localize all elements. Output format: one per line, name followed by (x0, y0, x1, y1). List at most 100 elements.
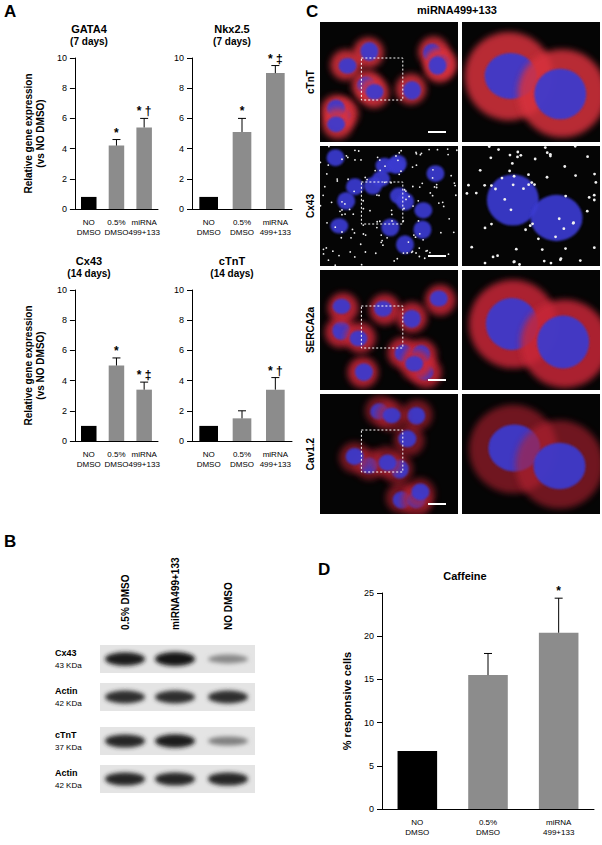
svg-text:(vs NO DMSO): (vs NO DMSO) (35, 99, 46, 167)
svg-text:*: * (114, 126, 119, 140)
svg-text:Actin: Actin (55, 686, 78, 696)
svg-text:*: * (114, 344, 119, 358)
svg-text:0.5%: 0.5% (107, 218, 125, 227)
svg-text:Cx43: Cx43 (305, 194, 316, 218)
svg-text:5: 5 (369, 761, 374, 771)
svg-text:42 KDa: 42 KDa (55, 781, 82, 790)
svg-text:0.5%: 0.5% (107, 450, 125, 459)
svg-text:* †: * † (137, 104, 152, 118)
svg-text:miRNA: miRNA (546, 818, 572, 827)
svg-text:miRNA: miRNA (263, 450, 289, 459)
svg-text:8: 8 (62, 83, 67, 93)
svg-text:10: 10 (174, 53, 184, 63)
svg-text:Cx43: Cx43 (55, 648, 77, 658)
svg-text:Cx43: Cx43 (76, 255, 102, 267)
svg-text:6: 6 (62, 113, 67, 123)
svg-text:10: 10 (364, 718, 374, 728)
svg-text:Actin: Actin (55, 768, 78, 778)
svg-text:8: 8 (62, 315, 67, 325)
svg-text:6: 6 (179, 113, 184, 123)
svg-text:15: 15 (364, 674, 374, 684)
svg-text:NO: NO (83, 218, 95, 227)
svg-text:* ‡: * ‡ (137, 368, 152, 382)
svg-text:0: 0 (62, 436, 67, 446)
svg-text:miRNA: miRNA (131, 218, 157, 227)
svg-text:499+133: 499+133 (128, 460, 160, 469)
svg-text:* †: * † (268, 364, 283, 378)
svg-text:2: 2 (179, 406, 184, 416)
svg-text:10: 10 (174, 285, 184, 295)
svg-text:SERCA2a: SERCA2a (305, 307, 316, 354)
svg-text:499+133: 499+133 (543, 828, 575, 837)
svg-text:DMSO: DMSO (197, 460, 221, 469)
svg-text:DMSO: DMSO (104, 460, 128, 469)
svg-text:DMSO: DMSO (197, 228, 221, 237)
svg-text:(7 days): (7 days) (70, 36, 108, 47)
svg-text:499+133: 499+133 (260, 228, 292, 237)
svg-text:6: 6 (62, 345, 67, 355)
svg-text:0: 0 (369, 804, 374, 814)
svg-text:* ‡: * ‡ (268, 52, 283, 66)
svg-text:6: 6 (179, 345, 184, 355)
svg-text:DMSO: DMSO (230, 460, 254, 469)
svg-text:cTnT: cTnT (219, 255, 246, 267)
svg-text:*: * (240, 104, 245, 118)
html-text:B: B (4, 532, 17, 551)
svg-text:20: 20 (364, 631, 374, 641)
svg-text:0: 0 (62, 204, 67, 214)
svg-text:0.5%: 0.5% (233, 218, 251, 227)
svg-text:*: * (556, 584, 561, 598)
svg-text:NO: NO (411, 818, 423, 827)
svg-text:miRNA499+133: miRNA499+133 (417, 4, 497, 16)
svg-text:4: 4 (62, 144, 67, 154)
svg-text:Caffeine: Caffeine (443, 570, 486, 582)
svg-text:37 KDa: 37 KDa (55, 743, 82, 752)
svg-text:42 KDa: 42 KDa (55, 699, 82, 708)
svg-text:GATA4: GATA4 (71, 23, 108, 35)
svg-text:NO: NO (203, 218, 215, 227)
svg-text:0.5%: 0.5% (233, 450, 251, 459)
svg-text:499+133: 499+133 (260, 460, 292, 469)
svg-text:miRNA: miRNA (263, 218, 289, 227)
svg-text:miRNA: miRNA (131, 450, 157, 459)
svg-text:NO DMSO: NO DMSO (223, 582, 234, 630)
svg-text:cTnT: cTnT (55, 730, 77, 740)
svg-text:cTnT: cTnT (305, 70, 316, 94)
html-text:A: A (4, 2, 17, 21)
svg-text:2: 2 (62, 174, 67, 184)
svg-text:0: 0 (179, 436, 184, 446)
svg-text:8: 8 (179, 315, 184, 325)
svg-text:4: 4 (179, 376, 184, 386)
svg-text:miRNA499+133: miRNA499+133 (170, 557, 181, 630)
svg-text:4: 4 (62, 376, 67, 386)
svg-text:0.5%: 0.5% (479, 818, 497, 827)
svg-text:(vs NO DMSO): (vs NO DMSO) (35, 331, 46, 399)
svg-text:(14 days): (14 days) (67, 268, 110, 279)
svg-text:DMSO: DMSO (77, 228, 101, 237)
svg-text:499+133: 499+133 (128, 228, 160, 237)
svg-text:% responsive cells: % responsive cells (341, 652, 353, 750)
svg-text:(14 days): (14 days) (210, 268, 253, 279)
svg-text:DMSO: DMSO (405, 828, 429, 837)
svg-text:25: 25 (364, 588, 374, 598)
svg-text:10: 10 (57, 285, 67, 295)
svg-text:0.5% DMSO: 0.5% DMSO (120, 574, 131, 630)
svg-text:DMSO: DMSO (476, 828, 500, 837)
svg-text:2: 2 (62, 406, 67, 416)
svg-text:2: 2 (179, 174, 184, 184)
svg-text:0: 0 (179, 204, 184, 214)
svg-text:DMSO: DMSO (230, 228, 254, 237)
svg-text:43 KDa: 43 KDa (55, 661, 82, 670)
svg-text:4: 4 (179, 144, 184, 154)
svg-text:NO: NO (203, 450, 215, 459)
svg-text:8: 8 (179, 83, 184, 93)
svg-text:Cav1.2: Cav1.2 (305, 437, 316, 470)
svg-text:10: 10 (57, 53, 67, 63)
svg-text:Nkx2.5: Nkx2.5 (214, 23, 249, 35)
svg-text:Relative gene expression: Relative gene expression (23, 73, 34, 193)
svg-text:NO: NO (83, 450, 95, 459)
svg-text:(7 days): (7 days) (213, 36, 251, 47)
svg-text:DMSO: DMSO (104, 228, 128, 237)
svg-text:DMSO: DMSO (77, 460, 101, 469)
svg-text:Relative gene expression: Relative gene expression (23, 305, 34, 425)
